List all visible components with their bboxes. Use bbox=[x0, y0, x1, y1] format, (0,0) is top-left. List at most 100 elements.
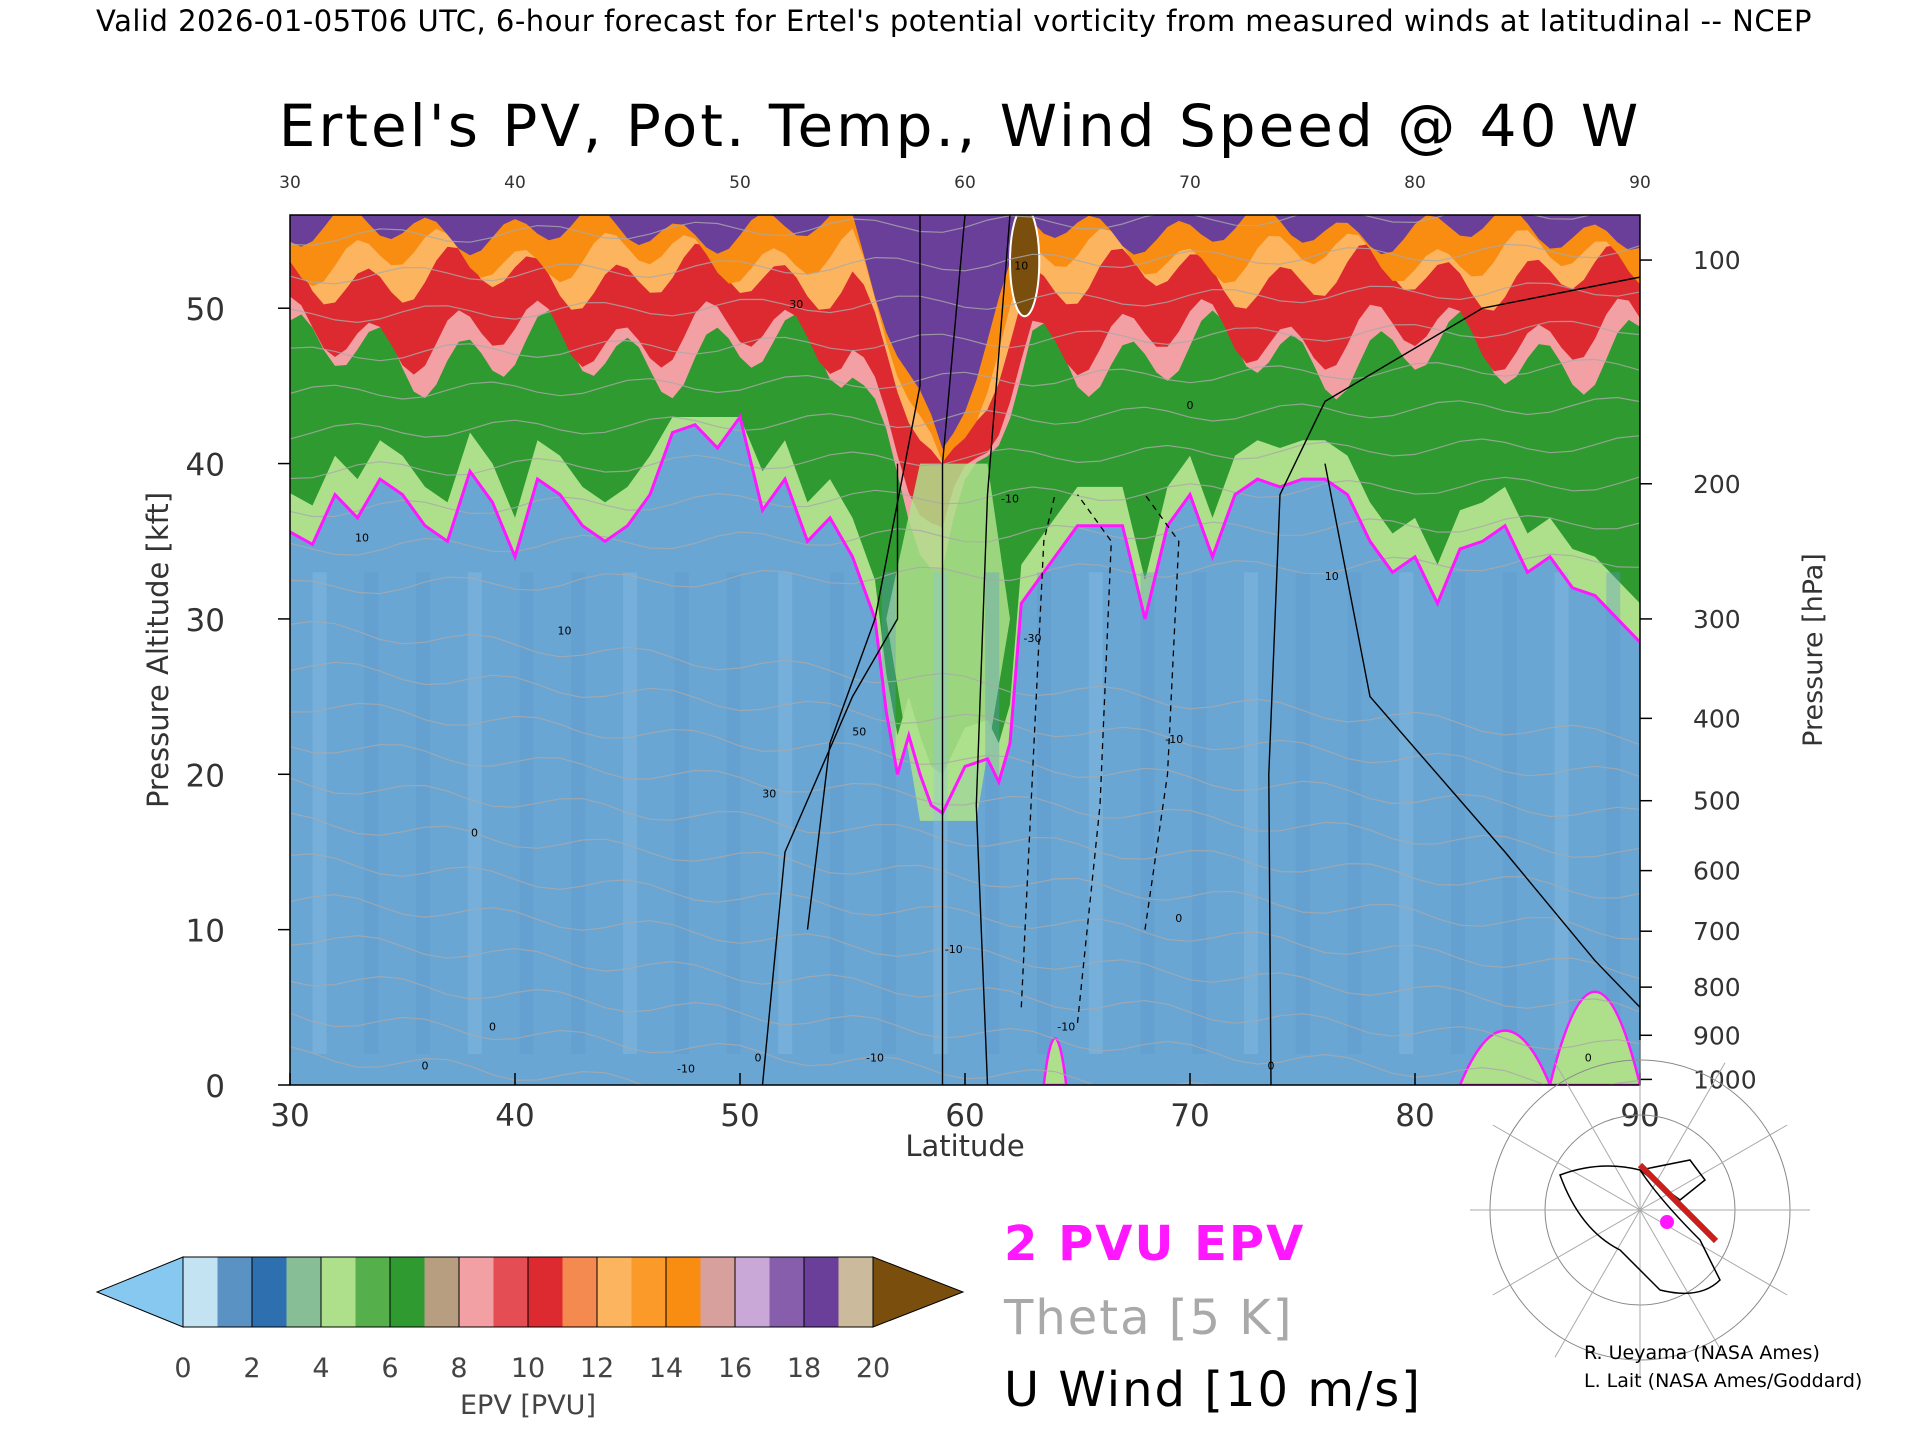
map-cross-section-track bbox=[1637, 1162, 1719, 1244]
u-wind-label: 0 bbox=[755, 1052, 762, 1065]
pv-field bbox=[290, 215, 1640, 1085]
pressure-tick-label: 800 bbox=[1693, 973, 1741, 1002]
x-axis-label: Latitude bbox=[905, 1129, 1024, 1163]
u-wind-contour bbox=[1324, 463, 1640, 1008]
locator-map bbox=[1470, 1040, 1810, 1380]
trop-streak bbox=[985, 572, 1000, 1054]
pressure-tick-label: 900 bbox=[1693, 1021, 1741, 1050]
theta-contour bbox=[290, 934, 1640, 1050]
trop-streak bbox=[1606, 572, 1621, 1054]
u-wind-label: 10 bbox=[558, 624, 572, 637]
trop-streak bbox=[1347, 572, 1362, 1054]
pressure-tick-label: 300 bbox=[1693, 605, 1741, 634]
u-wind-label: 0 bbox=[489, 1021, 496, 1034]
colorbar-tick-label: 18 bbox=[787, 1353, 821, 1384]
trop-streak bbox=[416, 572, 430, 1054]
trop-streak bbox=[778, 572, 793, 1054]
colorbar-tick-label: 8 bbox=[450, 1353, 467, 1384]
u-wind-label: 0 bbox=[1175, 912, 1182, 925]
y-axis-label-left: Pressure Altitude [kft] bbox=[141, 492, 175, 808]
u-wind-label: 0 bbox=[1585, 1052, 1592, 1065]
colorbar-tick-label: 4 bbox=[312, 1353, 329, 1384]
colorbar-segment-shade bbox=[769, 1257, 805, 1327]
u-wind-label: 30 bbox=[762, 788, 776, 801]
theta-contour bbox=[290, 743, 1640, 858]
colorbar-segment-shade bbox=[355, 1257, 391, 1327]
u-wind-label: -10 bbox=[1057, 1021, 1075, 1034]
x-tick-label: 50 bbox=[720, 1098, 759, 1134]
map-frame bbox=[1545, 1155, 1740, 1303]
y-tick-label: 0 bbox=[205, 1069, 225, 1105]
map-location-marker bbox=[1660, 1215, 1674, 1229]
colorbar-under-arrow bbox=[95, 1256, 184, 1328]
trop-streak bbox=[1554, 572, 1569, 1054]
pv2-contour bbox=[290, 413, 1640, 816]
x-tick-label: 30 bbox=[270, 1098, 309, 1134]
colorbar-tick-label: 2 bbox=[243, 1353, 260, 1384]
pressure-tick-label: 600 bbox=[1693, 857, 1741, 886]
y-tick-label: 40 bbox=[186, 448, 225, 484]
x-tick-label: 80 bbox=[1395, 1098, 1434, 1134]
u-wind-contour bbox=[806, 215, 921, 930]
colorbar-frame bbox=[182, 1256, 874, 1328]
u-wind-label: -30 bbox=[1024, 632, 1042, 645]
trop-streak bbox=[1399, 572, 1414, 1054]
colorbar-tick-label: 0 bbox=[174, 1353, 191, 1384]
credit-line-2: L. Lait (NASA Ames/Goddard) bbox=[1584, 1370, 1863, 1392]
theta-contour bbox=[290, 282, 1640, 324]
theta-contour bbox=[290, 894, 1640, 1013]
theta-contour bbox=[290, 620, 1640, 746]
u-wind-contour bbox=[1268, 276, 1640, 1085]
colorbar-segment-shade bbox=[838, 1257, 874, 1327]
theta-contour bbox=[290, 215, 1593, 247]
colorbar-tick-label: 14 bbox=[649, 1353, 683, 1384]
colorbar-segment-shade bbox=[217, 1257, 253, 1327]
pressure-tick-label: 200 bbox=[1693, 470, 1741, 499]
theta-contour bbox=[290, 702, 1640, 818]
axes: 3030404050506060707080809090Latitude0102… bbox=[141, 173, 1829, 1163]
u-wind-negative-contour bbox=[1076, 494, 1112, 1023]
x-top-tick-label: 70 bbox=[1179, 173, 1201, 193]
y-axis-label-right: Pressure [hPa] bbox=[1798, 553, 1829, 747]
colorbar-tick-label: 16 bbox=[718, 1353, 752, 1384]
u-wind-label: 10 bbox=[1014, 259, 1028, 272]
u-wind-label: -10 bbox=[1001, 492, 1019, 505]
valid-time-header: Valid 2026-01-05T06 UTC, 6-hour forecast… bbox=[96, 4, 1812, 38]
colorbar-segment-shade bbox=[631, 1257, 667, 1327]
u-wind-label: -10 bbox=[1165, 733, 1183, 746]
y-tick-label: 10 bbox=[186, 914, 225, 950]
trop-streak bbox=[674, 572, 689, 1054]
x-top-tick-label: 90 bbox=[1629, 173, 1651, 193]
pressure-tick-label: 700 bbox=[1693, 917, 1741, 946]
trop-streak bbox=[1295, 572, 1310, 1054]
over-20-region bbox=[1009, 215, 1041, 318]
x-tick-label: 70 bbox=[1170, 1098, 1209, 1134]
colorbar-segment-shade bbox=[424, 1257, 460, 1327]
chart-title: Ertel's PV, Pot. Temp., Wind Speed @ 40 … bbox=[278, 92, 1642, 160]
theta-contour bbox=[290, 396, 1640, 440]
x-tick-label: 40 bbox=[495, 1098, 534, 1134]
pv-band-16 bbox=[290, 215, 1640, 449]
theta-contour bbox=[290, 358, 1640, 400]
theta-contour bbox=[290, 320, 1640, 362]
colorbar-tick-label: 10 bbox=[511, 1353, 545, 1384]
surface-pv-island bbox=[1458, 1029, 1552, 1085]
colorbar-tick-label: 20 bbox=[856, 1353, 890, 1384]
theta-contour bbox=[290, 777, 1640, 899]
theta-contour bbox=[290, 853, 1640, 980]
x-top-tick-label: 30 bbox=[279, 173, 301, 193]
colorbar-tick-label: 6 bbox=[381, 1353, 398, 1384]
u-wind-label: 0 bbox=[471, 826, 478, 839]
pressure-tick-label: 400 bbox=[1693, 704, 1741, 733]
u-wind-contour bbox=[941, 215, 966, 1085]
credit-line-1: R. Ueyama (NASA Ames) bbox=[1584, 1342, 1820, 1364]
u-wind-contour bbox=[975, 215, 1011, 1085]
colorbar-segment-shade bbox=[700, 1257, 736, 1327]
u-wind-contour bbox=[761, 463, 899, 1085]
colorbar-segment-shade bbox=[493, 1257, 529, 1327]
theta-contour bbox=[290, 476, 1640, 518]
trop-streak bbox=[726, 572, 741, 1054]
trop-streak bbox=[1451, 572, 1465, 1054]
x-top-tick-label: 60 bbox=[954, 173, 976, 193]
